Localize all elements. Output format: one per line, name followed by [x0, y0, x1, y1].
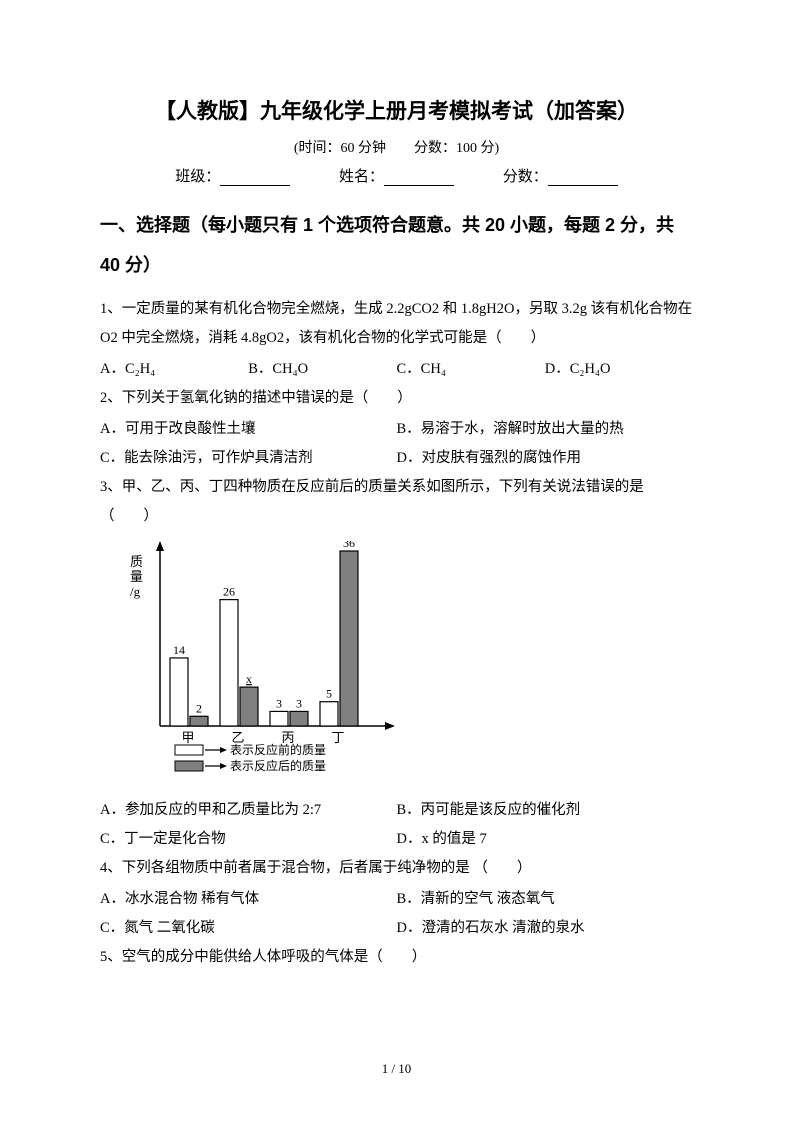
svg-text:5: 5 — [326, 687, 332, 701]
section-heading: 一、选择题（每小题只有 1 个选项符合题意。共 20 小题，每题 2 分，共 4… — [100, 206, 693, 285]
svg-text:26: 26 — [223, 585, 235, 599]
q4-opt-c: C．氮气 二氧化碳 — [100, 914, 397, 943]
page-number: 1 / 10 — [0, 1061, 793, 1077]
svg-text:表示反应后的质量: 表示反应后的质量 — [230, 758, 326, 773]
q4-opt-a: A．冰水混合物 稀有气体 — [100, 885, 397, 914]
chart-svg: 质量/g142甲26x乙33丙536丁表示反应前的质量表示反应后的质量 — [120, 541, 400, 791]
svg-text:2: 2 — [196, 701, 202, 715]
q5-text: 5、空气的成分中能供给人体呼吸的气体是（ ） — [100, 943, 693, 972]
svg-text:/g: /g — [130, 584, 141, 599]
q3-text: 3、甲、乙、丙、丁四种物质在反应前后的质量关系如图所示，下列有关说法错误的是（ … — [100, 473, 693, 531]
name-blank — [384, 171, 454, 186]
q4-opt-d: D．澄清的石灰水 清澈的泉水 — [397, 914, 694, 943]
svg-text:表示反应前的质量: 表示反应前的质量 — [230, 742, 326, 757]
score-blank — [548, 171, 618, 186]
q2-opt-d: D．对皮肤有强烈的腐蚀作用 — [397, 444, 694, 473]
score-label: 分数： — [503, 169, 548, 185]
q2-opt-b: B．易溶于水，溶解时放出大量的热 — [397, 415, 694, 444]
q2-opt-c: C．能去除油污，可作炉具清洁剂 — [100, 444, 397, 473]
student-info: 班级： 姓名： 分数： — [100, 165, 693, 186]
exam-meta: (时间：60 分钟 分数：100 分) — [100, 137, 693, 157]
q4-opt-b: B．清新的空气 液态氧气 — [397, 885, 694, 914]
q1-opt-d: D．C₂H₄O — [545, 355, 693, 384]
page-title: 【人教版】九年级化学上册月考模拟考试（加答案） — [100, 95, 693, 125]
svg-text:甲: 甲 — [181, 730, 194, 745]
svg-text:3: 3 — [296, 697, 302, 711]
name-label: 姓名： — [339, 169, 384, 185]
svg-text:x: x — [246, 672, 252, 686]
svg-text:量: 量 — [130, 569, 143, 584]
svg-text:质: 质 — [130, 554, 143, 569]
q2-options: A．可用于改良酸性土壤 B．易溶于水，溶解时放出大量的热 C．能去除油污，可作炉… — [100, 415, 693, 473]
class-label: 班级： — [175, 169, 220, 185]
q2-opt-a: A．可用于改良酸性土壤 — [100, 415, 397, 444]
q4-options: A．冰水混合物 稀有气体 B．清新的空气 液态氧气 C．氮气 二氧化碳 D．澄清… — [100, 885, 693, 943]
q2-text: 2、下列关于氢氧化钠的描述中错误的是（ ） — [100, 384, 693, 413]
q1-opt-b: B．CH₄O — [248, 355, 396, 384]
mass-bar-chart: 质量/g142甲26x乙33丙536丁表示反应前的质量表示反应后的质量 — [120, 541, 400, 791]
q3-opt-a: A．参加反应的甲和乙质量比为 2:7 — [100, 796, 397, 825]
q1-opt-c: C．CH₄ — [397, 355, 545, 384]
svg-text:3: 3 — [276, 697, 282, 711]
svg-text:14: 14 — [173, 643, 185, 657]
q3-opt-d: D．x 的值是 7 — [397, 825, 694, 854]
q3-opt-b: B．丙可能是该反应的催化剂 — [397, 796, 694, 825]
q4-text: 4、下列各组物质中前者属于混合物，后者属于纯净物的是 （ ） — [100, 854, 693, 883]
q1-options: A．C₂H₄ B．CH₄O C．CH₄ D．C₂H₄O — [100, 355, 693, 384]
svg-text:丁: 丁 — [331, 730, 344, 745]
q1-opt-a: A．C₂H₄ — [100, 355, 248, 384]
q3-options: A．参加反应的甲和乙质量比为 2:7 B．丙可能是该反应的催化剂 C．丁一定是化… — [100, 796, 693, 854]
q3-opt-c: C．丁一定是化合物 — [100, 825, 397, 854]
q1-text: 1、一定质量的某有机化合物完全燃烧，生成 2.2gCO2 和 1.8gH2O，另… — [100, 295, 693, 353]
class-blank — [220, 171, 290, 186]
svg-text:36: 36 — [343, 541, 355, 550]
